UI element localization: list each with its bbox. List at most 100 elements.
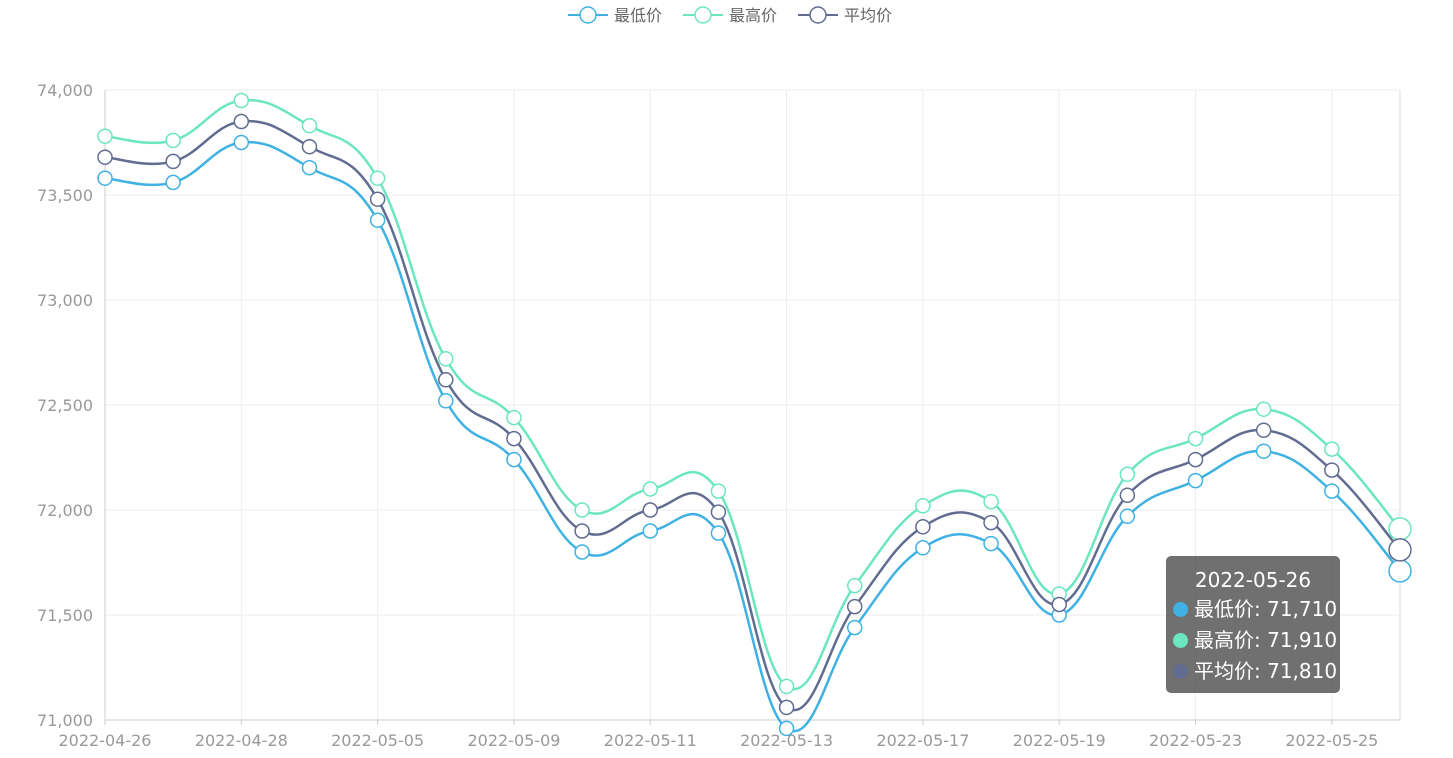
data-point[interactable] [165,153,181,170]
y-tick-label: 73,000 [37,291,93,310]
data-point[interactable] [1119,466,1136,483]
legend-item-1[interactable]: 最高价 [683,6,777,25]
grid-lines [104,89,1400,721]
tooltip-row-low: 最低价: 71,710 [1166,594,1340,625]
y-tick-label: 71,000 [37,711,93,730]
data-point[interactable] [301,117,318,134]
data-point[interactable] [165,174,181,191]
data-point[interactable] [1255,422,1272,438]
legend-item-2[interactable]: 平均价 [798,6,892,25]
data-point[interactable] [97,149,113,165]
data-points [97,92,1412,737]
data-point[interactable] [301,159,318,176]
data-point[interactable] [1187,430,1204,447]
series-lines [104,98,1401,733]
data-point[interactable] [710,483,727,499]
tooltip: 2022-05-26 最低价: 71,710 最高价: 71,910 平均价: … [1166,556,1340,693]
data-point[interactable] [642,502,659,518]
tooltip-dot-high [1173,633,1188,648]
tooltip-title: 2022-05-26 [1194,568,1312,592]
data-point[interactable] [1187,451,1204,468]
data-point[interactable] [710,525,727,541]
data-point[interactable] [778,678,795,695]
legend-label: 最高价 [729,6,777,25]
legend-label: 平均价 [844,6,892,25]
data-point[interactable] [1255,401,1272,417]
y-tick-label: 72,000 [37,501,93,520]
series-line-0 [104,140,1401,733]
x-tick-label: 2022-04-28 [195,731,288,750]
data-point[interactable] [233,92,250,109]
x-tick-label: 2022-05-13 [740,731,833,750]
data-point[interactable] [97,170,113,186]
data-point[interactable] [165,132,181,149]
data-point[interactable] [1324,483,1340,499]
y-tick-label: 74,000 [37,81,93,100]
data-point[interactable] [1324,462,1340,478]
data-point[interactable] [233,113,250,130]
data-point[interactable] [915,519,931,535]
data-point[interactable] [574,544,590,560]
legend-marker [809,6,827,24]
legend-marker [579,6,597,24]
data-point[interactable] [438,351,454,367]
tooltip-dot-avg [1173,664,1188,679]
data-point[interactable] [438,393,454,409]
data-point[interactable] [983,493,999,510]
data-point[interactable] [369,170,386,186]
data-point[interactable] [983,514,999,531]
x-tick-label: 2022-05-09 [467,731,560,750]
tooltip-row-high: 最高价: 71,910 [1166,625,1340,656]
data-point[interactable] [846,598,863,615]
data-point[interactable] [506,409,522,426]
data-point[interactable] [438,372,454,388]
data-point[interactable] [1051,596,1067,613]
tooltip-row-avg: 平均价: 71,810 [1166,656,1340,687]
data-point[interactable] [233,134,250,151]
x-tick-label: 2022-05-19 [1013,731,1106,750]
data-point[interactable] [710,504,727,520]
data-point[interactable] [1388,538,1412,562]
tooltip-value-high: 最高价: 71,910 [1194,628,1338,652]
data-point[interactable] [1119,487,1136,504]
legend-label: 最低价 [614,6,662,25]
data-point[interactable] [915,540,931,556]
tooltip-dot-low [1173,602,1188,617]
data-point[interactable] [369,191,386,207]
data-point[interactable] [574,502,590,518]
x-tick-label: 2022-05-05 [331,731,424,750]
axes: 71,000 71,500 72,000 72,500 73,000 73,500 74,0… [37,81,1401,750]
data-point[interactable] [846,619,863,636]
series-line-2 [104,119,1401,712]
data-point[interactable] [1187,472,1204,489]
data-point[interactable] [1388,517,1412,541]
data-point[interactable] [506,430,522,447]
data-point[interactable] [1119,508,1136,525]
legend-item-0[interactable]: 最低价 [568,6,662,25]
x-tick-label: 2022-04-26 [59,731,152,750]
legend[interactable]: 最低价 最高价 平均价 [568,6,892,25]
data-point[interactable] [846,577,863,594]
data-point[interactable] [778,720,795,737]
series-line-1 [104,98,1401,691]
tooltip-value-avg: 平均价: 71,810 [1194,659,1338,683]
y-tick-label: 72,500 [37,396,93,415]
data-point[interactable] [642,523,659,539]
y-tick-label: 73,500 [37,186,93,205]
data-point[interactable] [915,498,931,514]
data-point[interactable] [369,212,386,228]
data-point[interactable] [97,128,113,144]
legend-marker [694,6,712,24]
data-point[interactable] [642,481,659,497]
tooltip-value-low: 最低价: 71,710 [1194,597,1338,621]
data-point[interactable] [1324,441,1340,457]
data-point[interactable] [1388,559,1412,583]
data-point[interactable] [778,699,795,716]
x-tick-label: 2022-05-23 [1149,731,1242,750]
data-point[interactable] [1255,443,1272,459]
data-point[interactable] [574,523,590,539]
data-point[interactable] [983,535,999,552]
data-point[interactable] [301,138,318,155]
data-point[interactable] [506,451,522,468]
